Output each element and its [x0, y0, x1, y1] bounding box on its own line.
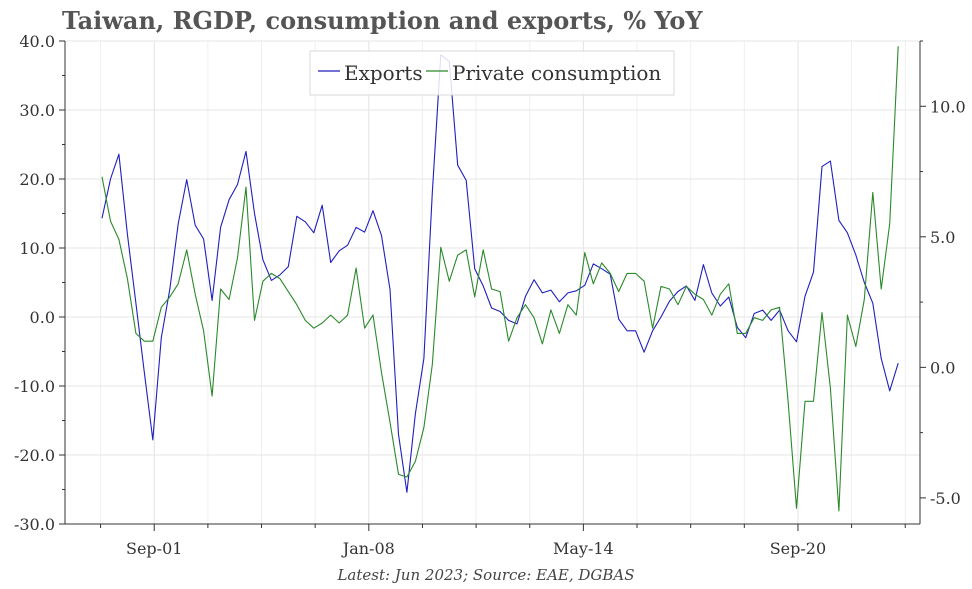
legend: Exports Private consumption: [309, 50, 675, 96]
right-tick-label: 10.0: [930, 97, 966, 116]
chart-title: Taiwan, RGDP, consumption and exports, %…: [62, 6, 703, 35]
right-tick-label: 5.0: [930, 228, 955, 247]
series-line-exports: [101, 54, 899, 493]
grid: [65, 40, 920, 525]
series-line-private-consumption: [101, 46, 899, 512]
left-tick-label: 40.0: [19, 32, 55, 51]
x-tick-label: Sep-01: [126, 539, 182, 558]
series-lines: [101, 46, 899, 512]
right-tick-label: 0.0: [930, 358, 955, 377]
x-tick-label: Sep-20: [770, 539, 826, 558]
left-tick-label: -20.0: [14, 446, 55, 465]
left-tick-label: 0.0: [30, 308, 55, 327]
legend-label: Exports: [344, 61, 423, 85]
left-tick-label: 10.0: [19, 239, 55, 258]
left-tick-label: -30.0: [14, 515, 55, 534]
x-tick-label: May-14: [553, 539, 614, 558]
source-footnote: Latest: Jun 2023; Source: EAE, DGBAS: [337, 566, 635, 584]
x-tick-label: Jan-08: [341, 539, 395, 558]
right-tick-label: -5.0: [930, 489, 961, 508]
left-tick-label: -10.0: [14, 377, 55, 396]
left-tick-label: 20.0: [19, 170, 55, 189]
legend-box: [309, 50, 675, 96]
left-tick-label: 30.0: [19, 101, 55, 120]
axes: 40.0 30.0 20.0 10.0 0.0 -10.0 -20.0 -30.0 10.0 5.…: [14, 32, 966, 558]
legend-label: Private consumption: [452, 61, 661, 85]
